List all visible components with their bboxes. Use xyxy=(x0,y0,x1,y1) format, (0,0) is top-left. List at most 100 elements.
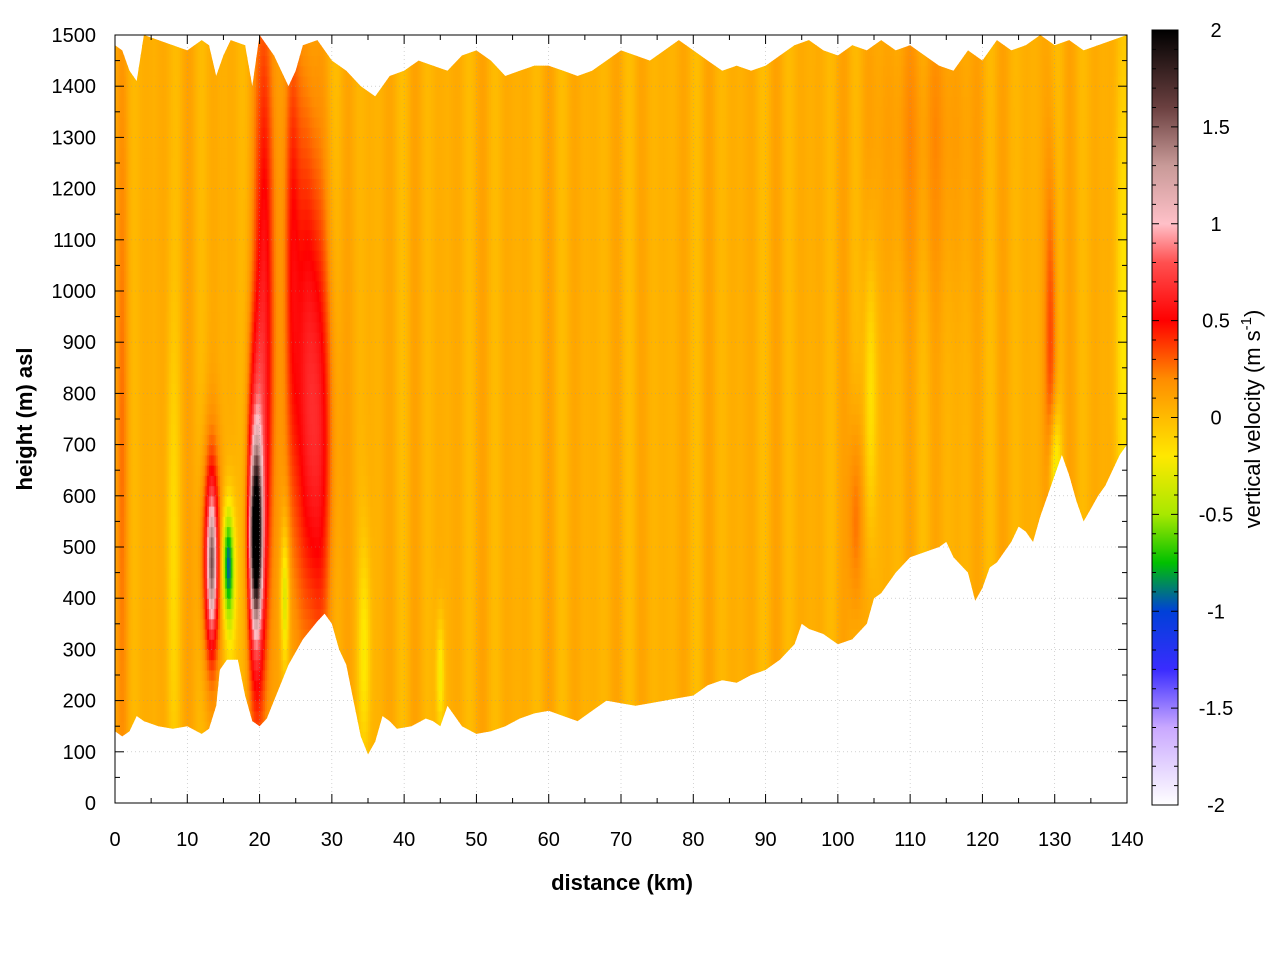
field-cell xyxy=(152,178,156,190)
field-cell xyxy=(214,731,217,743)
field-cell xyxy=(161,96,165,108)
field-cell xyxy=(122,301,125,313)
field-cell xyxy=(156,291,159,302)
field-cell xyxy=(133,311,136,323)
field-cell xyxy=(158,680,161,691)
field-cell xyxy=(145,444,149,456)
field-cell xyxy=(118,536,122,548)
field-cell xyxy=(154,587,158,599)
field-cell xyxy=(223,772,225,783)
field-cell xyxy=(120,352,123,364)
field-cell xyxy=(152,65,156,77)
field-cell xyxy=(147,465,150,476)
field-cell xyxy=(133,331,136,343)
field-cell xyxy=(133,157,136,169)
field-cell xyxy=(151,526,154,538)
field-cell xyxy=(124,75,127,87)
field-cell xyxy=(161,147,165,159)
field-cell xyxy=(142,618,145,630)
field-cell xyxy=(124,291,127,302)
field-cell xyxy=(156,362,159,374)
field-cell xyxy=(122,577,125,589)
field-cell xyxy=(149,700,152,712)
field-cell xyxy=(136,567,140,579)
field-cell xyxy=(149,372,152,384)
field-cell xyxy=(151,731,154,743)
field-cell xyxy=(129,342,132,354)
field-cell xyxy=(116,639,120,650)
field-cell xyxy=(116,178,120,190)
field-cell xyxy=(158,127,161,138)
field-cell xyxy=(143,567,147,579)
field-cell xyxy=(140,577,143,589)
field-cell xyxy=(151,772,153,783)
field-cell xyxy=(133,557,136,569)
field-cell xyxy=(118,547,122,558)
field-cell xyxy=(158,280,161,292)
field-cell xyxy=(156,506,159,517)
field-cell xyxy=(145,229,149,241)
field-cell xyxy=(214,762,216,773)
field-cell xyxy=(216,721,219,732)
field-cell xyxy=(157,762,159,773)
field-cell xyxy=(147,96,150,108)
field-cell xyxy=(149,188,152,200)
field-cell xyxy=(115,137,118,149)
field-cell xyxy=(151,618,154,630)
field-cell xyxy=(133,608,136,620)
field-cell xyxy=(140,680,143,691)
field-cell xyxy=(149,547,152,558)
field-cell xyxy=(129,547,132,558)
field-cell xyxy=(129,628,132,640)
field-cell xyxy=(147,639,150,650)
field-cell xyxy=(163,628,167,640)
field-cell xyxy=(160,127,163,138)
field-cell xyxy=(160,198,163,210)
field-cell xyxy=(131,45,134,57)
field-cell xyxy=(138,577,141,589)
field-cell xyxy=(142,424,145,435)
field-cell xyxy=(133,762,135,773)
field-cell xyxy=(163,680,167,691)
field-cell xyxy=(147,372,150,384)
field-cell xyxy=(127,239,131,251)
field-cell xyxy=(176,783,178,794)
field-cell xyxy=(207,772,209,783)
field-cell xyxy=(214,55,217,67)
field-cell xyxy=(140,741,143,753)
field-cell xyxy=(116,127,120,138)
field-cell xyxy=(169,793,171,804)
field-cell xyxy=(191,762,193,773)
field-cell xyxy=(138,188,141,200)
field-cell xyxy=(138,783,140,794)
field-cell xyxy=(218,710,221,722)
field-cell xyxy=(216,45,219,57)
field-cell xyxy=(134,147,138,159)
field-cell xyxy=(145,342,149,354)
field-cell xyxy=(120,587,123,599)
field-cell xyxy=(129,567,132,579)
field-cell xyxy=(118,280,122,292)
field-cell xyxy=(138,506,141,517)
field-cell xyxy=(160,710,163,722)
field-cell xyxy=(127,270,131,282)
field-cell xyxy=(169,783,171,794)
field-cell xyxy=(120,331,123,343)
field-cell xyxy=(133,413,136,425)
field-cell xyxy=(138,35,141,46)
field-cell xyxy=(232,762,234,773)
field-cell xyxy=(143,291,147,302)
field-cell xyxy=(145,659,149,671)
field-cell xyxy=(124,413,127,425)
field-cell xyxy=(225,680,228,691)
field-cell xyxy=(200,772,202,783)
field-cell xyxy=(133,239,136,251)
field-cell xyxy=(161,229,165,241)
field-cell xyxy=(154,526,158,538)
field-cell xyxy=(154,301,158,313)
field-cell xyxy=(143,547,147,558)
field-cell xyxy=(223,680,226,691)
field-cell xyxy=(152,331,156,343)
field-cell xyxy=(156,209,159,220)
field-cell xyxy=(140,219,143,231)
